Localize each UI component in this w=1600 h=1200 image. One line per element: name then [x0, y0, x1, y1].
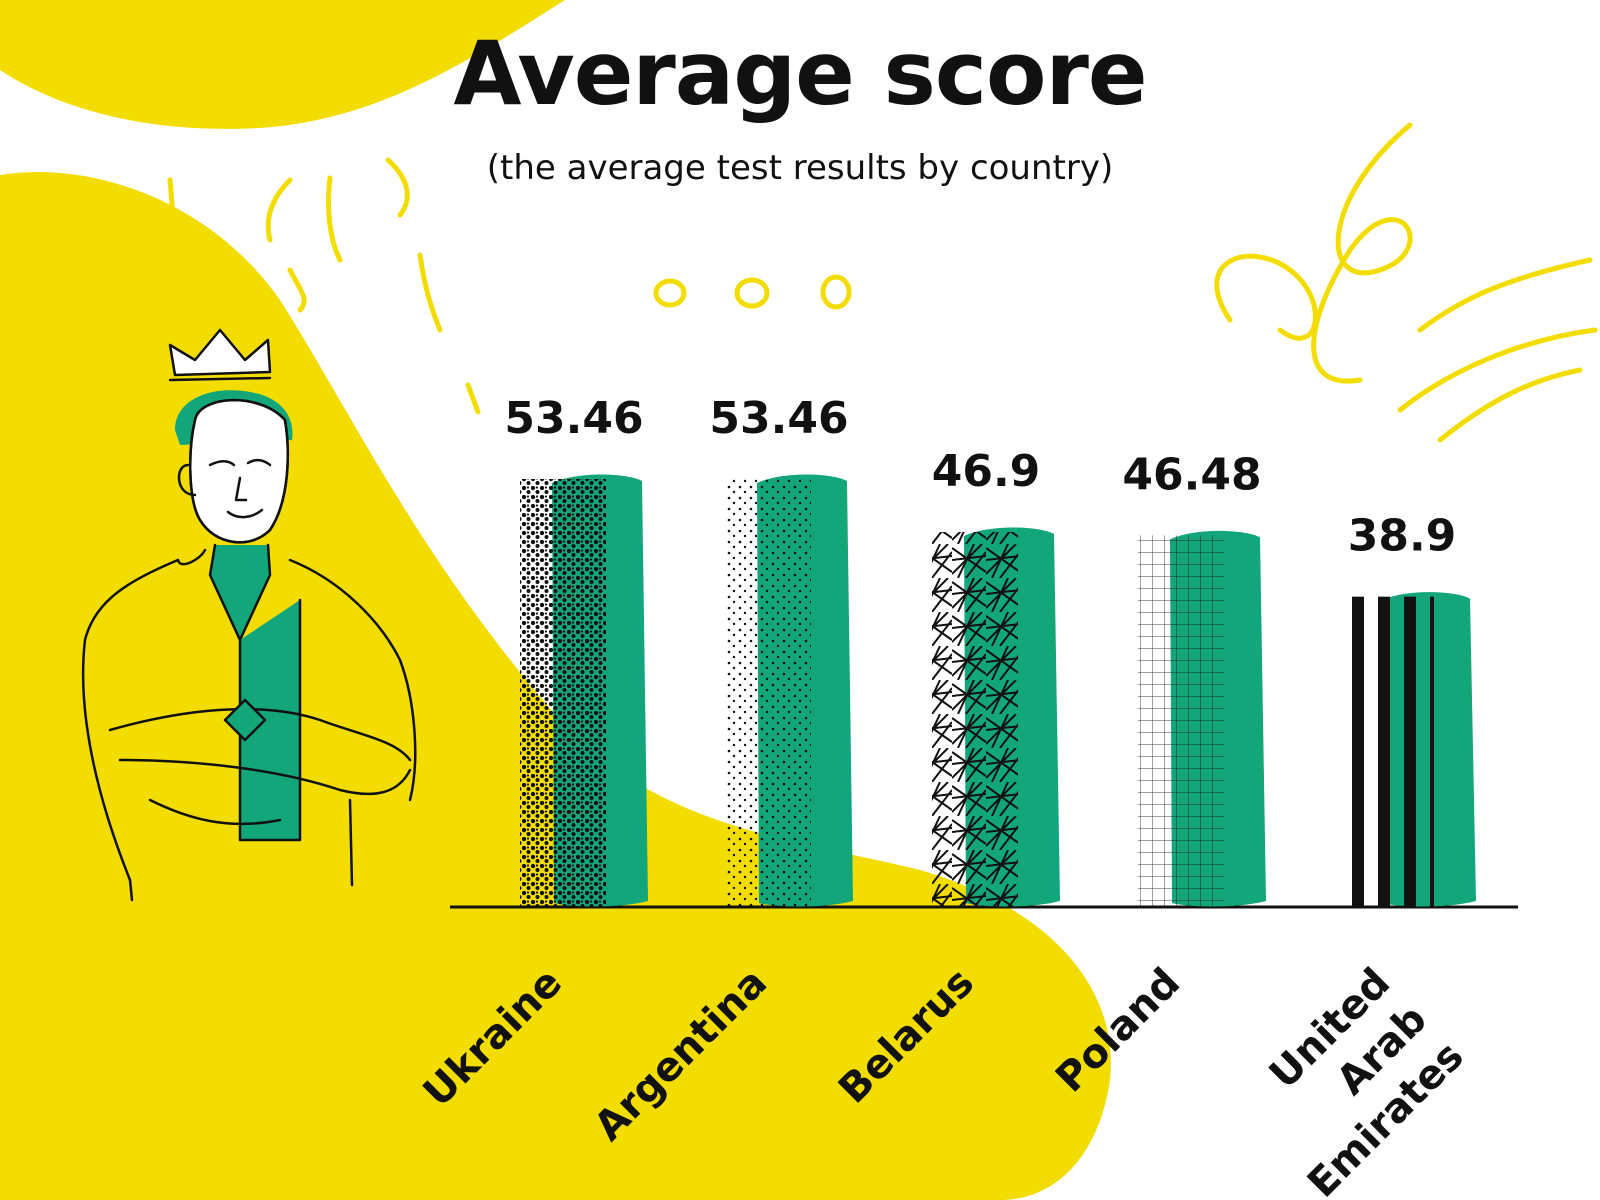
bar-texture-crosshatch: [932, 532, 1018, 907]
value-label: 46.48: [1122, 449, 1261, 500]
bar-texture-grid: [1138, 535, 1224, 907]
page-title: Average score: [453, 22, 1147, 125]
page-subtitle: (the average test results by country): [486, 148, 1114, 188]
value-label: 38.9: [1348, 511, 1457, 562]
category-label: UnitedArabEmirates: [1225, 960, 1472, 1200]
bar-texture-dense-dots: [520, 479, 606, 907]
value-label: 46.9: [932, 446, 1041, 497]
value-label: 53.46: [709, 393, 848, 444]
doodle-strokes: [72, 122, 1598, 1198]
man-with-crown-icon: [81, 328, 417, 902]
yellow-blob-top: [0, 0, 565, 129]
value-label: 53.46: [504, 393, 643, 444]
bar-texture-sparse-dots: [725, 479, 811, 907]
bar-texture-stripes: [1348, 596, 1434, 907]
